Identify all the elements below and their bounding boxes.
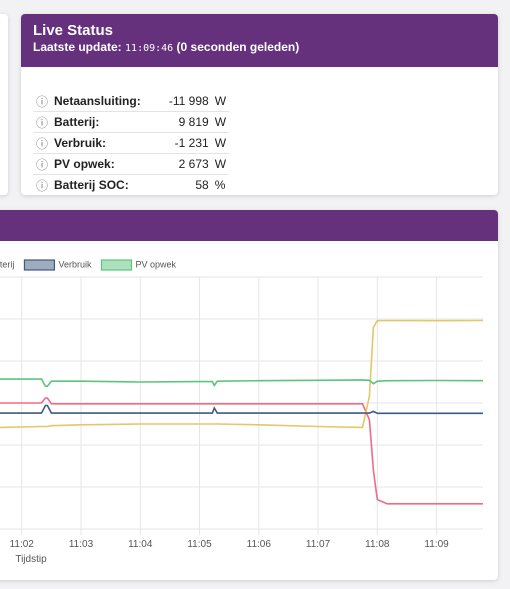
x-tick-label: 11:03	[69, 539, 94, 550]
side-card	[0, 14, 8, 195]
label: Batterij SOC:	[51, 174, 144, 195]
row: ⓘ Batterij: 9 819 W	[33, 111, 230, 133]
card-header: Live Status Laatste update: 11:09:46 (0 …	[21, 14, 498, 67]
info-icon: ⓘ	[36, 94, 49, 109]
x-tick-label: 11:08	[365, 539, 390, 550]
x-tick-label: 11:04	[128, 539, 153, 550]
chart: 11:02 11:03 11:04 11:05 11:06 11:07 11:08 11:09…	[0, 259, 484, 565]
unit: W	[211, 153, 230, 175]
info-icon: ⓘ	[33, 153, 52, 175]
series-line	[0, 397, 483, 505]
legend-label: Batterij	[0, 259, 14, 269]
info-icon: ⓘ	[33, 111, 52, 133]
x-tick-label: 11:09	[424, 539, 449, 550]
label: Verbruik:	[51, 132, 144, 154]
row: ⓘ Batterij SOC: 58%	[33, 174, 230, 195]
unit: %	[211, 174, 230, 195]
update-label: Laatste update:	[33, 40, 122, 54]
unit: W	[214, 94, 227, 108]
row: ⓘ PV opwek: 2 673 W	[33, 153, 230, 175]
info-icon: ⓘ	[33, 174, 52, 195]
update-time: 11:09:46	[125, 43, 174, 54]
value: -11 998	[168, 94, 209, 108]
x-axis-title: Tijdstip	[15, 554, 47, 565]
status-table: ⓘ Netaansluiting: -11 998 W ⓘ Batterij: 9 819…	[33, 91, 230, 195]
series-line	[0, 378, 484, 387]
x-tick-label: 11:02	[10, 539, 35, 550]
update-ago: (0 seconden geleden)	[176, 40, 300, 54]
card-subtitle: Laatste update: 11:09:46 (0 seconden gel…	[33, 40, 498, 54]
value: 58	[143, 174, 212, 195]
label: PV opwek:	[51, 153, 144, 175]
row: ⓘ Verbruik: -1 231 W	[33, 132, 230, 154]
x-tick-label: 11:07	[306, 539, 331, 550]
x-tick-label: 11:06	[247, 539, 272, 550]
label: Netaansluiting:	[54, 94, 141, 108]
unit: W	[211, 132, 230, 154]
value: -1 231	[143, 132, 212, 154]
label: Batterij:	[51, 111, 144, 133]
info-icon: ⓘ	[33, 132, 52, 154]
card-title: Live Status	[33, 22, 114, 39]
series-line	[0, 319, 484, 429]
legend-swatch	[100, 259, 133, 271]
row: ⓘ Netaansluiting: -11 998 W	[33, 91, 229, 112]
x-tick-label: 11:05	[187, 539, 212, 550]
chart-card	[0, 210, 498, 580]
value: 2 673	[143, 153, 212, 175]
legend-label: Verbruik	[58, 259, 92, 269]
live-status-card: Live Status Laatste update: 11:09:46 (0 …	[21, 14, 498, 195]
value: 9 819	[143, 111, 212, 133]
legend-swatch	[23, 259, 56, 271]
unit: W	[211, 111, 230, 133]
legend: PV opwek Verbruik Batterij	[0, 259, 176, 271]
series-line	[0, 404, 483, 415]
legend-label: PV opwek	[135, 259, 176, 269]
chart-header	[0, 210, 498, 241]
